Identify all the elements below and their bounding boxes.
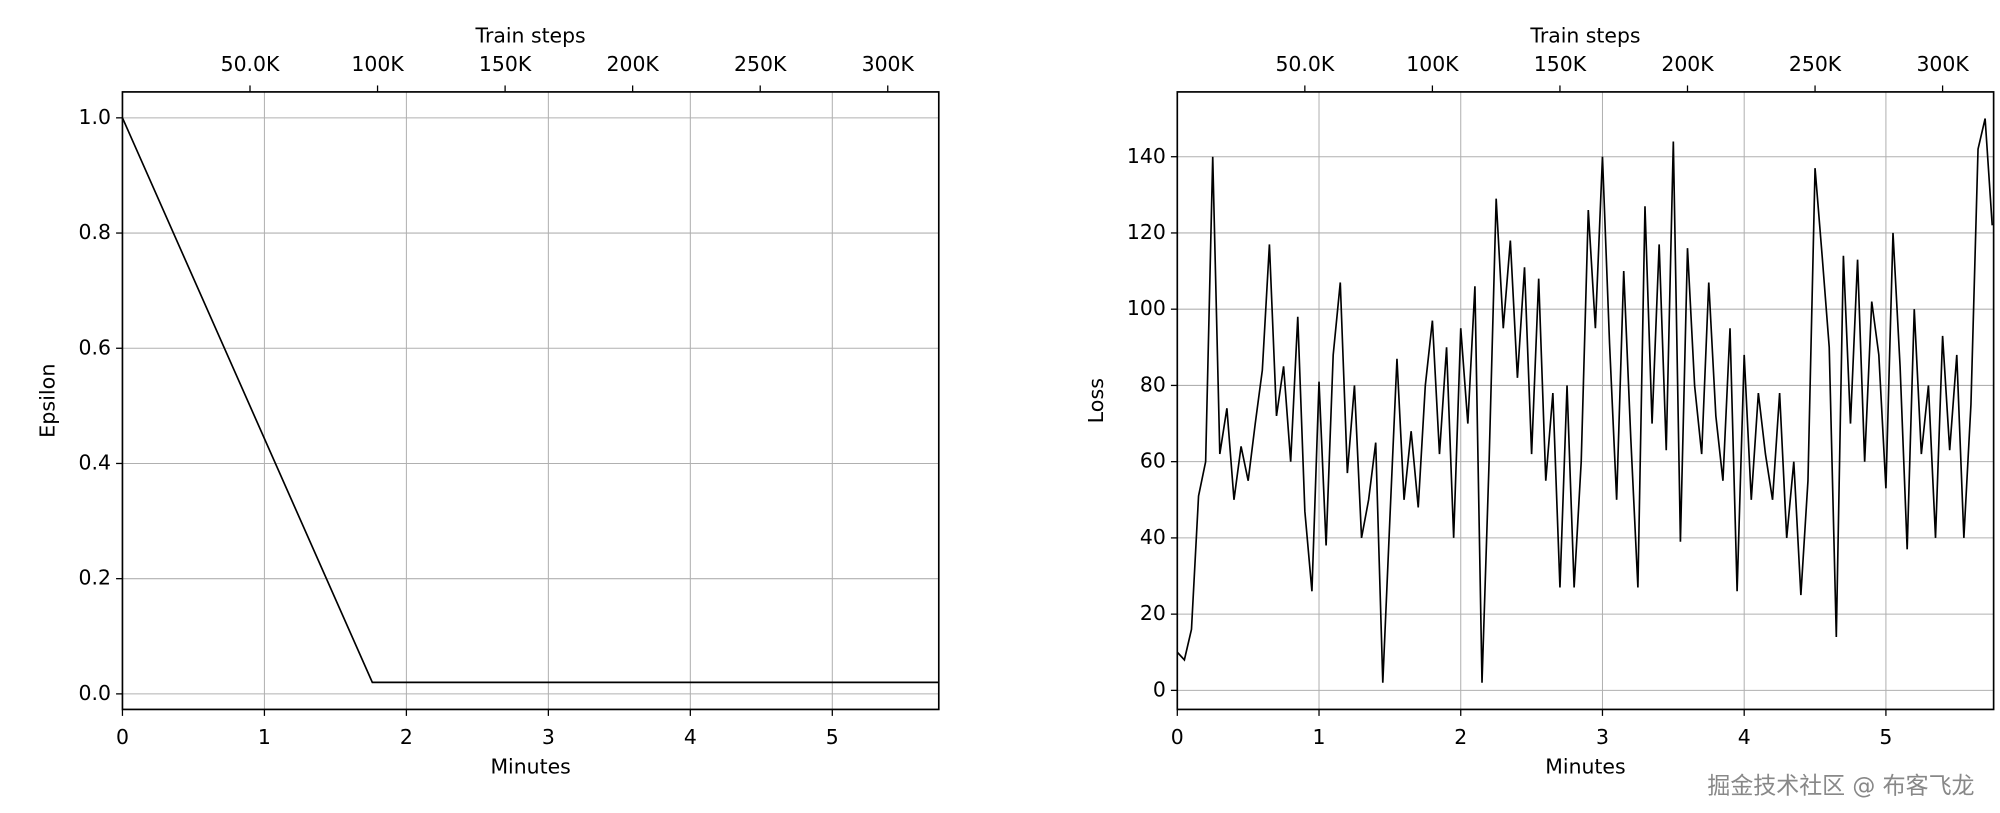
line-series xyxy=(121,117,939,684)
x-tick-label: 5 xyxy=(1879,725,1892,749)
y-tick-label: 1.0 xyxy=(79,105,111,129)
x-axis-label: Minutes xyxy=(490,755,570,779)
y-tick-label: 0.8 xyxy=(79,220,111,244)
x2-tick-label: 300K xyxy=(862,52,915,76)
x-tick-label: 0 xyxy=(1171,725,1184,749)
y-axis-label: Epsilon xyxy=(36,364,60,438)
x-tick-label: 2 xyxy=(1454,725,1467,749)
plot-frame xyxy=(121,91,940,711)
x2-tick-label: 300K xyxy=(1916,52,1969,76)
y-tick-label: 0.6 xyxy=(79,335,111,359)
y-tick-label: 60 xyxy=(1140,449,1166,473)
x2-tick-label: 100K xyxy=(1406,52,1459,76)
x2-tick-label: 250K xyxy=(1789,52,1842,76)
x-tick-label: 2 xyxy=(400,725,413,749)
x2-axis-label: Train steps xyxy=(475,23,586,47)
y-tick-label: 0 xyxy=(1153,677,1166,701)
x2-tick-label: 50.0K xyxy=(221,52,280,76)
x-tick-label: 4 xyxy=(684,725,697,749)
line-series xyxy=(1176,118,1994,683)
x2-tick-label: 50.0K xyxy=(1275,52,1334,76)
x2-tick-label: 100K xyxy=(351,52,404,76)
y-tick-label: 20 xyxy=(1140,601,1166,625)
x2-tick-label: 250K xyxy=(734,52,787,76)
x-tick-label: 5 xyxy=(826,725,839,749)
x-tick-label: 0 xyxy=(116,725,129,749)
x-tick-label: 3 xyxy=(1596,725,1609,749)
x2-tick-label: 150K xyxy=(1534,52,1587,76)
y-tick-label: 120 xyxy=(1127,220,1166,244)
y-tick-label: 0.4 xyxy=(79,450,111,474)
x-tick-label: 1 xyxy=(1313,725,1326,749)
x-tick-label: 3 xyxy=(542,725,555,749)
y-axis-label: Loss xyxy=(1084,378,1108,423)
y-tick-label: 80 xyxy=(1140,372,1166,396)
x2-tick-label: 200K xyxy=(606,52,659,76)
y-tick-label: 40 xyxy=(1140,525,1166,549)
x-tick-label: 1 xyxy=(258,725,271,749)
x-tick-label: 4 xyxy=(1738,725,1751,749)
watermark: 掘金技术社区 @ 布客飞龙 xyxy=(1707,774,1974,800)
x-axis-label: Minutes xyxy=(1545,755,1625,779)
y-tick-label: 100 xyxy=(1127,296,1166,320)
y-tick-label: 0.2 xyxy=(79,566,111,590)
plot-frame xyxy=(1176,91,1995,711)
x2-tick-label: 200K xyxy=(1661,52,1714,76)
x2-tick-label: 150K xyxy=(479,52,532,76)
y-tick-label: 140 xyxy=(1127,144,1166,168)
y-tick-label: 0.0 xyxy=(79,681,111,705)
x2-axis-label: Train steps xyxy=(1529,23,1640,47)
